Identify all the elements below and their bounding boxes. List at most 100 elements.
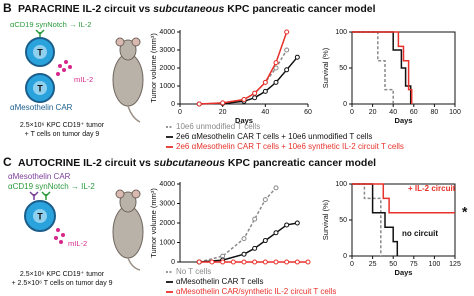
data-point [220,259,226,265]
series-line [352,31,412,104]
cytokine-dots [56,60,72,76]
cell-label: T [37,83,43,93]
y-tick-label: 4000 [159,29,175,36]
panel-letter: B [3,1,12,15]
x-tick-label: 50 [389,261,397,268]
y-axis-label: Tumor volume (mm³) [149,33,158,103]
x-axis-label: Days [395,268,413,277]
diagram: αCD19 synNotch → IL-2 T T mIL-2 αMesothe… [10,20,144,138]
y-tick-label: 2000 [159,220,175,227]
data-point [262,88,268,94]
series-line [199,49,288,105]
nucleus [33,45,47,59]
title-part: subcutaneous [153,3,224,15]
data-point [294,220,300,226]
y-tick-label: 3000 [159,47,175,54]
data-point [305,259,311,265]
data-point [241,259,247,265]
y-tick-label: 1000 [159,239,175,246]
x-tick-label: 0 [350,261,354,268]
x-tick-label: 40 [261,109,269,116]
data-point [262,197,268,203]
cytokine-label: mIL-2 [68,239,87,248]
caption: + 2.5×10⁶ T cells on tumor day 9 [11,280,112,287]
cytokine-dots [54,228,65,244]
mouse [112,37,144,123]
plot-frame [351,183,456,257]
y-tick-label: 0 [343,253,347,260]
title-part: KPC pancreatic cancer model [225,157,376,169]
panel-title: AUTOCRINE IL-2 circuit vs subcutaneous K… [18,157,376,169]
data-point [252,245,258,251]
x-tick-label: 40 [389,109,397,116]
data-point [230,259,236,265]
annotation: no circuit [402,229,438,238]
y-tick-label: 50 [339,217,347,224]
title-part: KPC pancreatic cancer model [224,3,375,15]
data-point [252,90,258,96]
y-tick-label: 1000 [159,83,175,90]
data-point [241,251,247,257]
data-point [294,259,300,265]
y-tick-label: 100 [335,29,347,36]
data-point [273,185,279,191]
x-tick-label: 20 [219,109,227,116]
receptor-label: αCD19 synNotch → IL-2 [10,20,91,29]
legend-label: 2e6 αMesothelin CAR T cells + 10e6 unmod… [176,132,372,141]
annotation: + IL-2 circuit [408,184,456,193]
y-tick-label: 100 [335,181,347,188]
series-line [352,183,455,214]
series-line [199,56,298,105]
data-point [252,259,258,265]
legend-label: 2e6 αMesothelin CAR T cells + 10e6 synth… [176,142,404,151]
y-axis-label: Survival (%) [321,199,330,240]
data-point [273,259,279,265]
series-line [199,187,277,263]
caption: + T cells on tumor day 9 [25,131,100,138]
data-point [284,67,290,73]
data-point [252,216,258,222]
y-tick-label: 0 [343,101,347,108]
x-tick-label: 100 [449,109,461,116]
x-tick-label: 60 [410,109,418,116]
title-part: subcutaneous [154,157,225,169]
x-tick-label: 20 [369,109,377,116]
car-label: αMesothelin CAR [10,103,73,112]
receptor-icon [29,191,39,200]
data-point [294,54,300,60]
annotation: * [462,204,468,220]
data-point [273,65,279,71]
data-point [273,60,279,66]
x-tick-label: 25 [369,261,377,268]
data-point [284,259,290,265]
y-axis-label: Survival (%) [321,47,330,88]
nucleus [33,81,47,95]
x-tick-label: 80 [431,109,439,116]
data-point [241,236,247,242]
series-line [352,31,413,104]
data-point [284,222,290,228]
y-tick-label: 0 [171,101,175,108]
title-part: PARACRINE IL-2 circuit vs [18,3,153,15]
caption: 2.5×10⁶ KPC CD19⁺ tumor [20,122,105,129]
chart: 0 50 100 0 20 40 60 80 100 Survival (%) Days [321,29,461,125]
panel-title: PARACRINE IL-2 circuit vs subcutaneous K… [18,3,376,15]
legend-label: No T cells [176,267,211,276]
series-line [352,183,399,256]
data-point [284,47,290,53]
x-axis-label: Days [395,116,413,125]
x-tick-label: 125 [449,261,461,268]
series-line [199,31,288,105]
y-tick-label: 0 [171,259,175,266]
panel-letter: C [3,155,12,169]
x-tick-label: 0 [350,109,354,116]
receptor-icon [41,191,51,200]
cytokine-label: mIL-2 [74,75,93,84]
x-tick-label: 100 [429,261,441,268]
receptor-icon [35,29,45,38]
title-part: AUTOCRINE IL-2 circuit vs [18,157,154,169]
series-line [352,31,394,104]
nucleus [33,209,47,223]
